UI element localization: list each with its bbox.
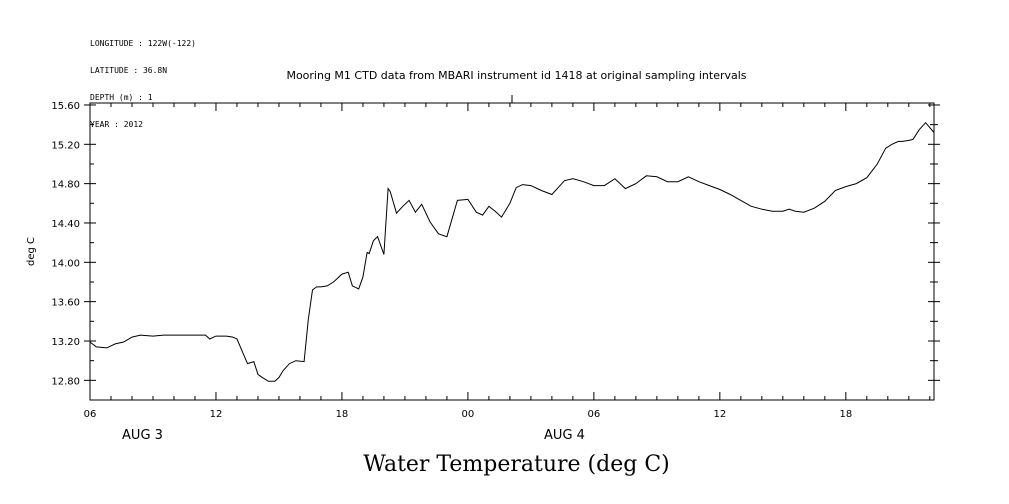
y-tick-label: 13.60	[51, 298, 80, 309]
x-date-label: AUG 3	[122, 428, 163, 443]
depth-text: DEPTH (m) : 1	[90, 93, 153, 102]
series-line-1	[89, 121, 935, 382]
y-tick-label: 15.60	[51, 101, 80, 112]
x-tick-label: 18	[839, 409, 852, 420]
y-tick-label: 14.40	[51, 219, 80, 230]
x-tick-label: 06	[84, 409, 97, 420]
y-axis-label: deg C	[26, 237, 37, 266]
x-tick-label: 00	[462, 409, 475, 420]
station-metadata: LONGITUDE : 122W(-122) LATITUDE : 36.8N …	[90, 21, 196, 138]
latitude-text: LATITUDE : 36.8N	[90, 66, 168, 75]
plot-frame	[89, 102, 935, 401]
y-tick-label: 12.80	[51, 376, 80, 387]
chart-title: Mooring M1 CTD data from MBARI instrumen…	[286, 69, 747, 82]
x-tick-label: 12	[210, 409, 223, 420]
year-text: YEAR : 2012	[90, 120, 143, 129]
x-tick-label: 06	[588, 409, 601, 420]
x-tick-label: 18	[336, 409, 349, 420]
x-date-label: AUG 4	[544, 428, 585, 443]
x-tick-label: 12	[713, 409, 726, 420]
variable-title: Water Temperature (deg C)	[363, 452, 670, 477]
y-tick-label: 14.00	[51, 258, 80, 269]
longitude-text: LONGITUDE : 122W(-122)	[90, 39, 196, 48]
y-tick-label: 14.80	[51, 180, 80, 191]
y-tick-label: 13.20	[51, 337, 80, 348]
y-tick-label: 15.20	[51, 140, 80, 151]
